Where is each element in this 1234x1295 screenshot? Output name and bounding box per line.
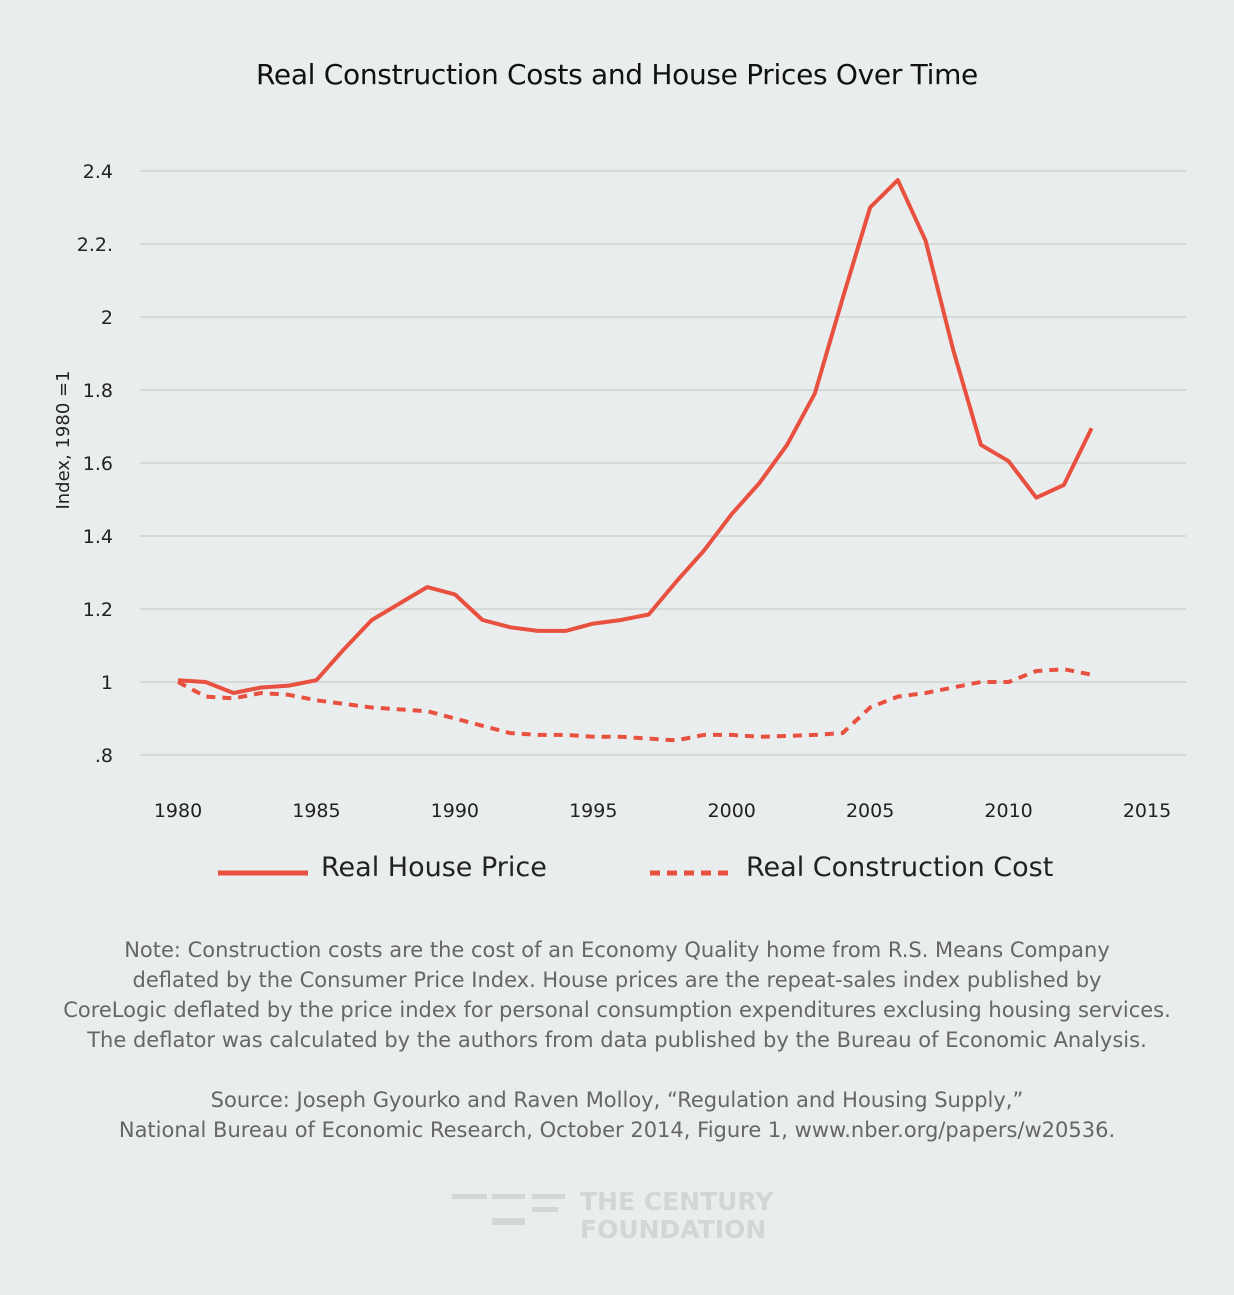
x-tick-label: 1985 [292, 800, 340, 820]
x-tick-label: 2010 [984, 800, 1032, 820]
note-line: The deflator was calculated by the autho… [87, 1028, 1147, 1052]
x-tick-label: 1995 [569, 800, 617, 820]
x-tick-label: 2005 [846, 800, 894, 820]
y-axis-label: Index, 1980 =1 [53, 370, 74, 509]
y-tick-label: 2.4 [83, 161, 113, 183]
y-tick-label: 1 [101, 672, 113, 694]
note-line: deflated by the Consumer Price Index. Ho… [132, 968, 1102, 992]
y-tick-label: 2.2. [77, 234, 113, 256]
note-line: Note: Construction costs are the cost of… [124, 938, 1110, 962]
y-tick-label: 1.8 [83, 380, 113, 402]
line-chart: .8 1 1.2 1.4 1.6 1.8 2 2.2. 2.4 1980 1985 1990 1995… [53, 161, 1186, 820]
y-tick-label: 1.6 [83, 453, 113, 475]
logo-line-2: FOUNDATION [580, 1215, 767, 1244]
y-tick-label: 1.2 [83, 599, 113, 621]
century-foundation-logo-icon [452, 1194, 565, 1225]
legend-label-construction-cost: Real Construction Cost [746, 852, 1054, 883]
x-tick-label: 1980 [154, 800, 202, 820]
y-tick-label: .8 [95, 745, 113, 767]
source-line: Source: Joseph Gyourko and Raven Molloy,… [210, 1088, 1024, 1112]
y-tick-label: 2 [101, 307, 113, 329]
series-line-house-price [177, 178, 1094, 695]
logo-text: THE CENTURY FOUNDATION [580, 1188, 773, 1244]
y-tick-label: 1.4 [83, 526, 113, 548]
logo-line-1: THE CENTURY [580, 1187, 774, 1216]
source-line: National Bureau of Economic Research, Oc… [118, 1118, 1116, 1142]
x-tick-label: 2000 [708, 800, 756, 820]
series-line-construction-cost [177, 667, 1092, 743]
x-tick-label: 1990 [431, 800, 479, 820]
x-tick-label: 2015 [1123, 800, 1171, 820]
legend-swatches [218, 870, 735, 876]
note: Note: Construction costs are the cost of… [0, 935, 1234, 1055]
legend-label-house-price: Real House Price [321, 852, 547, 883]
source: Source: Joseph Gyourko and Raven Molloy,… [0, 1085, 1234, 1145]
chart-title: Real Construction Costs and House Prices… [256, 58, 978, 91]
note-line: CoreLogic deflated by the price index fo… [63, 998, 1171, 1022]
